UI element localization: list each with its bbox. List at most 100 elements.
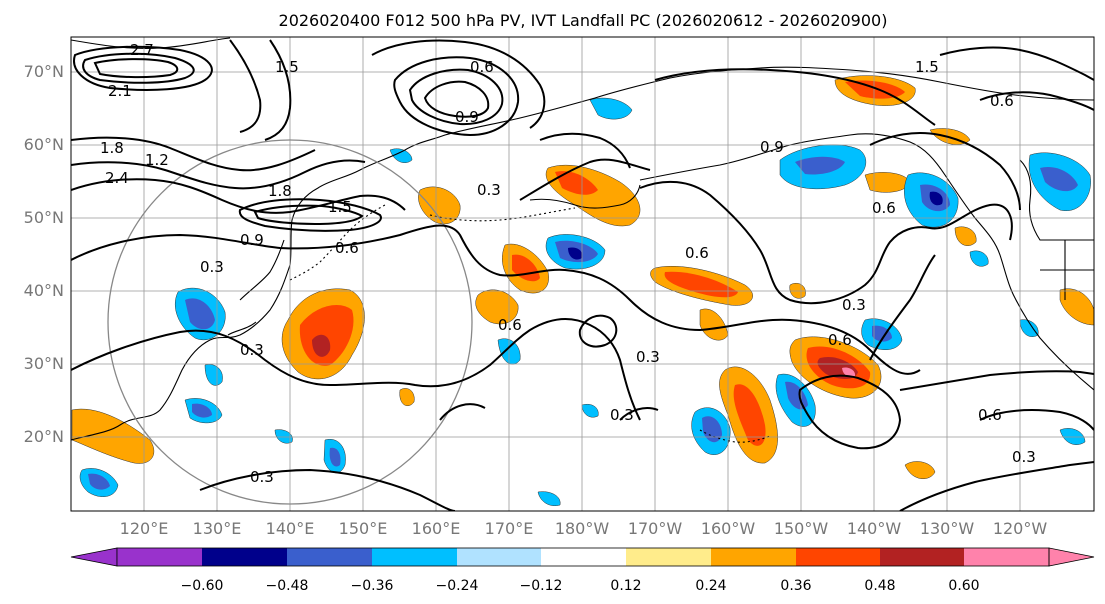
anomaly-negative [185, 298, 215, 330]
anomaly-negative [329, 447, 341, 467]
lon-label: 180°W [555, 519, 610, 538]
lon-label: 160°W [701, 519, 756, 538]
contour-label: 1.5 [275, 58, 299, 76]
pv-contour [869, 254, 936, 361]
contour-label: 2.4 [105, 169, 129, 187]
colorbar-segment [626, 548, 711, 566]
colorbar-tick: 0.36 [780, 578, 811, 594]
anomaly-negative [1059, 428, 1086, 445]
anomaly-positive [418, 186, 461, 225]
pv-contour [71, 178, 406, 214]
colorbar-segment [372, 548, 457, 566]
radius-circle [107, 139, 473, 505]
lon-label: 130°E [193, 519, 242, 538]
figure-title: 2026020400 F012 500 hPa PV, IVT Landfall… [279, 11, 888, 30]
contour-label: 0.3 [636, 348, 660, 366]
pv-contour [439, 403, 486, 421]
coastline [227, 239, 285, 336]
island-chain [699, 429, 771, 443]
colorbar-tick: 0.60 [948, 578, 979, 594]
lon-label: 120°E [120, 519, 169, 538]
pv-contour [229, 39, 262, 133]
colorbar-tick: −0.12 [520, 578, 563, 594]
pv-contours [71, 39, 1094, 511]
contour-label: 0.3 [250, 468, 274, 486]
lat-label: 30°N [24, 354, 64, 373]
lat-label: 20°N [24, 427, 64, 446]
lon-label: 170°E [485, 519, 534, 538]
contour-label: 0.6 [335, 239, 359, 257]
contour-label: 0.6 [828, 331, 852, 349]
pv-contour [71, 159, 366, 190]
colorbar-tick: −0.60 [181, 578, 224, 594]
anomaly-negative [872, 325, 892, 342]
pv-contour [253, 204, 364, 226]
colorbar-tick: 0.24 [695, 578, 726, 594]
lon-label: 120°W [993, 519, 1048, 538]
contour-labels: 2.7 2.1 1.8 1.5 2.4 1.2 0.9 0.6 0.3 1.8 … [100, 41, 1036, 486]
anomaly-negative [192, 403, 212, 418]
contour-label: 0.6 [685, 244, 709, 262]
pv-contour [519, 158, 651, 201]
lon-label: 140°W [847, 519, 902, 538]
contour-label: 0.6 [990, 92, 1014, 110]
contour-label: 1.8 [268, 182, 292, 200]
contour-label: 0.3 [240, 341, 264, 359]
lon-label: 170°W [628, 519, 683, 538]
contour-label: 0.3 [200, 258, 224, 276]
pv-contour [199, 468, 456, 511]
contour-label: 0.6 [978, 406, 1002, 424]
colorbar-segment [964, 548, 1049, 566]
pv-contour [238, 198, 382, 232]
anomaly-negative [589, 97, 633, 120]
colorbar-tick: 0.48 [864, 578, 895, 594]
coastline [71, 66, 1094, 441]
anomaly-negative [568, 247, 583, 260]
anomaly-negative [204, 364, 223, 386]
contour-label: 0.9 [455, 108, 479, 126]
pv-contour [619, 407, 659, 421]
contour-label: 0.9 [240, 231, 264, 249]
pv-contour [979, 91, 1094, 111]
anomaly-positive [555, 171, 598, 195]
pv-contour [539, 132, 631, 169]
anomaly-negative [581, 404, 599, 418]
pv-contour [71, 318, 641, 421]
colorbar-segment [287, 548, 372, 566]
contour-label: 0.6 [470, 58, 494, 76]
colorbar-segment [796, 548, 880, 566]
anomaly-negative [929, 191, 943, 206]
anomaly-positive [299, 305, 354, 366]
colorbar-segment [457, 548, 541, 566]
anomaly-positive [312, 334, 331, 357]
anomaly-negative [389, 148, 413, 163]
shaded-anomalies [71, 75, 1094, 506]
colorbar-tick: 0.12 [610, 578, 641, 594]
colorbar-segment [117, 548, 202, 566]
colorbar-tick: −0.48 [266, 578, 309, 594]
colorbar: −0.60 −0.48 −0.36 −0.24 −0.12 0.12 0.24 … [70, 547, 1095, 594]
colorbar-segment [202, 548, 287, 566]
contour-label: 1.2 [145, 151, 169, 169]
colorbar-extend-low [70, 547, 118, 567]
pv-contour [73, 45, 213, 91]
pv-contour [264, 39, 292, 141]
pv-contour [939, 46, 1094, 81]
lon-label: 130°W [920, 519, 975, 538]
pv-contour [71, 136, 316, 172]
anomaly-positive [399, 388, 415, 406]
lon-axis: 120°E 130°E 140°E 150°E 160°E 170°E 180°… [120, 519, 1048, 538]
lon-label: 160°E [412, 519, 461, 538]
anomaly-negative [537, 491, 561, 506]
anomaly-positive [733, 384, 766, 446]
map-background [71, 37, 1094, 511]
pv-contour [869, 132, 1021, 211]
lat-label: 70°N [24, 62, 64, 81]
coastline [1019, 159, 1094, 241]
anomaly-negative [969, 250, 989, 267]
pv-contour [899, 370, 1094, 391]
pv-contour [82, 52, 195, 84]
map-frame [70, 36, 1095, 512]
colorbar-segment [880, 548, 964, 566]
